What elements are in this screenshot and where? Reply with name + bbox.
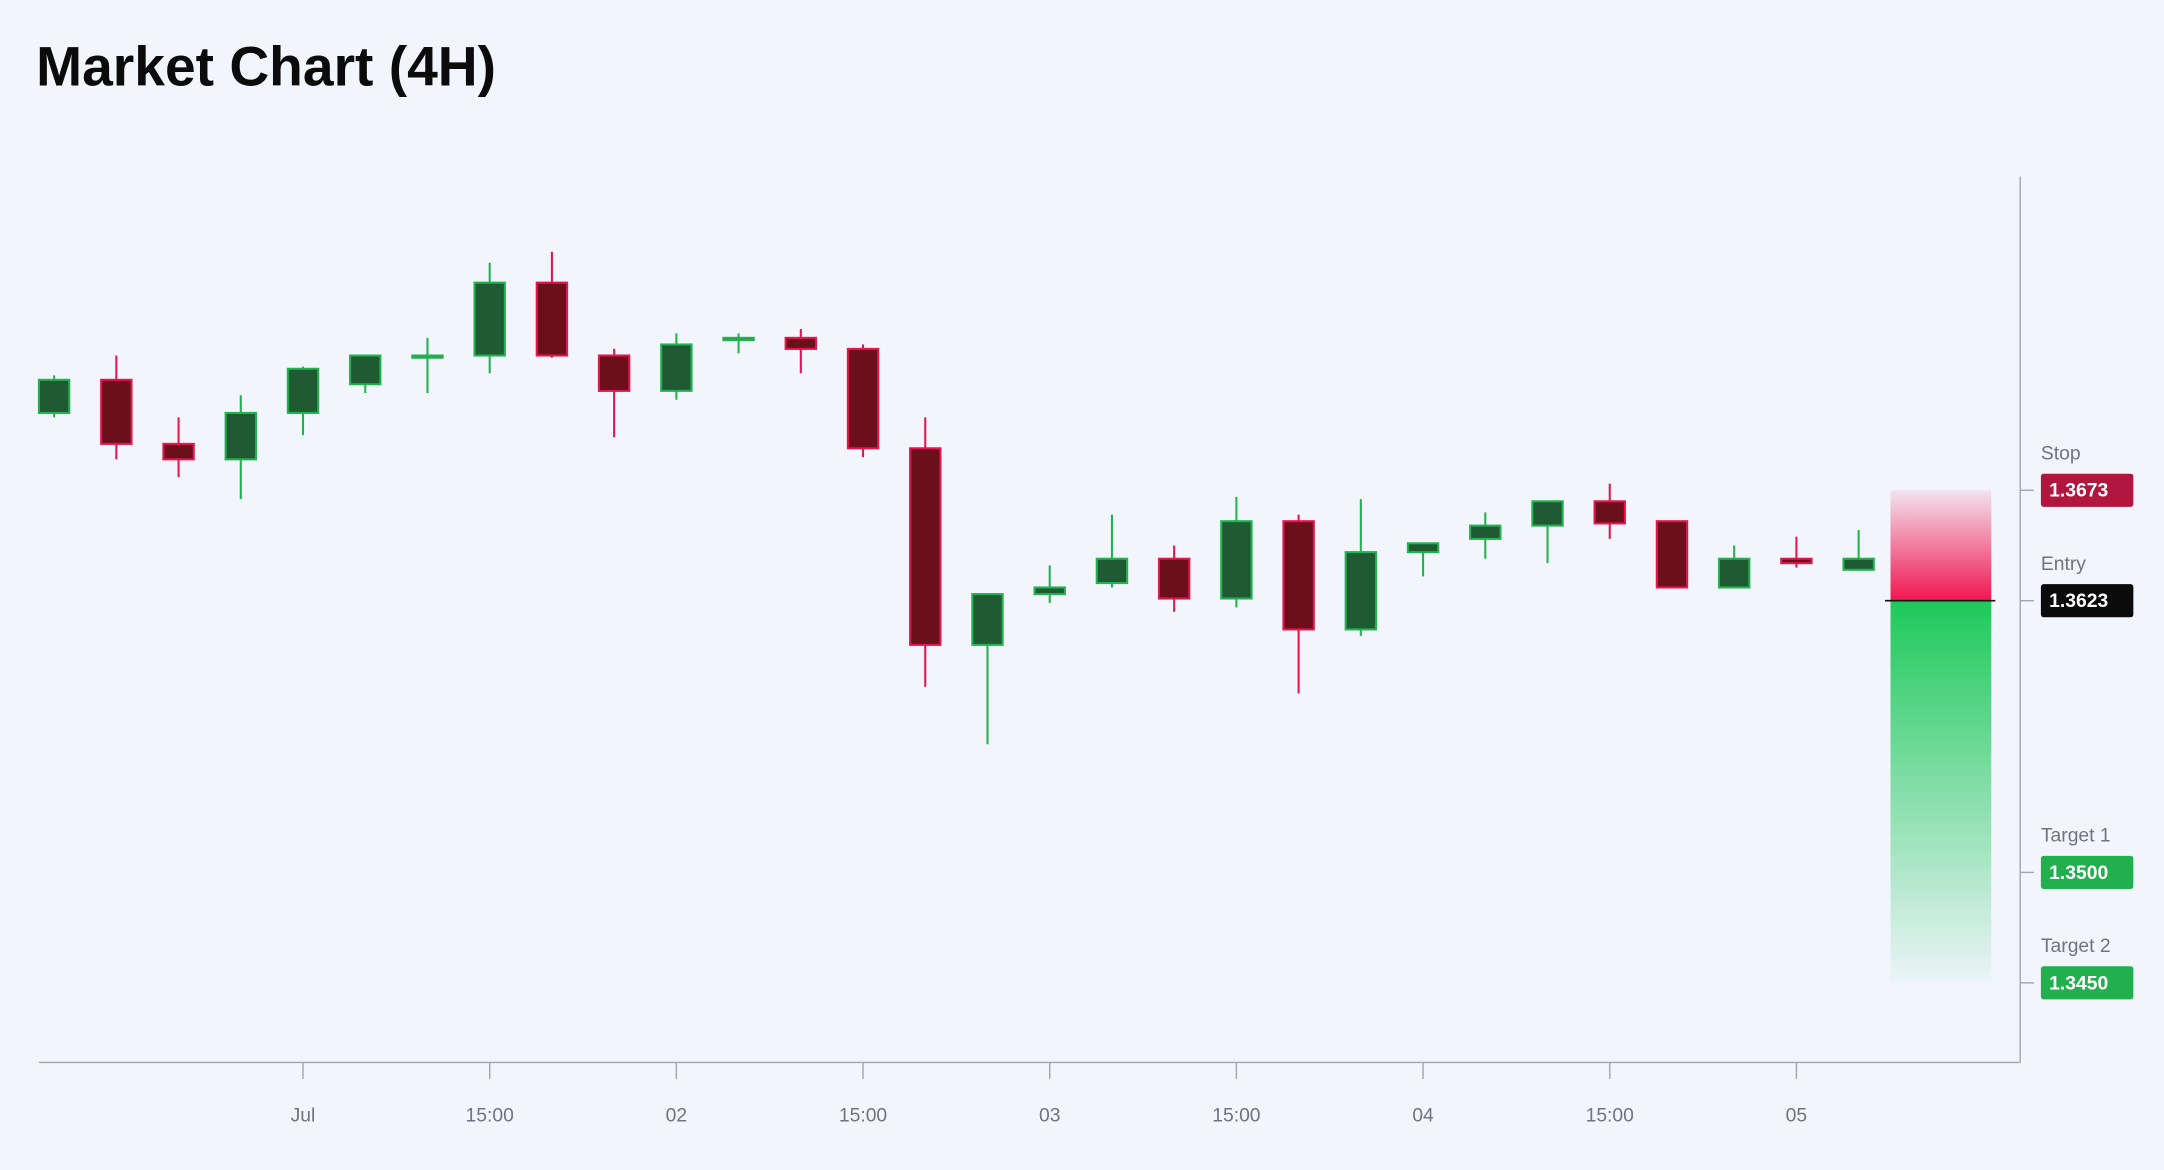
candle-body — [909, 447, 942, 646]
candle-body — [473, 281, 506, 357]
candle-body — [1531, 500, 1564, 527]
candle-body — [1469, 524, 1502, 540]
candle-body — [1842, 557, 1875, 571]
candle-body — [224, 411, 257, 461]
level-name: Entry — [2041, 554, 2086, 575]
x-tick-label: Jul — [291, 1105, 316, 1126]
candle-body — [37, 378, 71, 414]
candle-body — [535, 281, 569, 357]
x-tick-label: 05 — [1786, 1105, 1807, 1126]
candle-body — [722, 336, 755, 342]
level-value: 1.3673 — [2049, 481, 2108, 502]
candle-body — [846, 347, 880, 450]
candle-body — [971, 593, 1004, 646]
candle-body — [100, 378, 133, 445]
candle-body — [1717, 557, 1751, 589]
candle-body — [1655, 520, 1689, 589]
candle-body — [1282, 520, 1315, 631]
level-badge — [2040, 473, 2134, 507]
level-value: 1.3623 — [2049, 591, 2108, 612]
candle-body — [1220, 520, 1253, 600]
x-tick-label: 04 — [1412, 1105, 1434, 1126]
candle-body — [784, 336, 818, 350]
x-tick-label: 15:00 — [1212, 1105, 1260, 1126]
candle-body — [1593, 500, 1626, 525]
candle-body — [411, 354, 444, 359]
chart-title: Market Chart (4H) — [36, 36, 496, 98]
level-name: Stop — [2041, 443, 2081, 464]
x-tick-label: 03 — [1039, 1105, 1060, 1126]
x-tick-label: 15:00 — [466, 1105, 514, 1126]
candle-body — [286, 367, 320, 414]
level-badge — [2040, 966, 2134, 1000]
candle-body — [597, 354, 631, 392]
level-name: Target 1 — [2041, 826, 2111, 847]
level-badge — [2040, 584, 2134, 618]
stop-zone — [1890, 490, 1992, 601]
candle-body — [1095, 557, 1129, 585]
candle-body — [660, 343, 693, 392]
candle-body — [1157, 557, 1191, 600]
candle-body — [1406, 542, 1440, 554]
level-value: 1.3500 — [2049, 863, 2108, 884]
candle-body — [349, 354, 382, 386]
x-tick-label: 15:00 — [1586, 1105, 1634, 1126]
candle-body — [1780, 557, 1813, 565]
x-tick-label: 15:00 — [839, 1105, 887, 1126]
candle-body — [162, 442, 195, 461]
level-badge — [2040, 855, 2134, 889]
candle-body — [1033, 586, 1066, 596]
level-value: 1.3450 — [2049, 973, 2108, 994]
x-tick-label: 02 — [666, 1105, 687, 1126]
candle-body — [1344, 551, 1378, 631]
target-zone — [1890, 600, 1992, 983]
level-name: Target 2 — [2041, 936, 2111, 957]
